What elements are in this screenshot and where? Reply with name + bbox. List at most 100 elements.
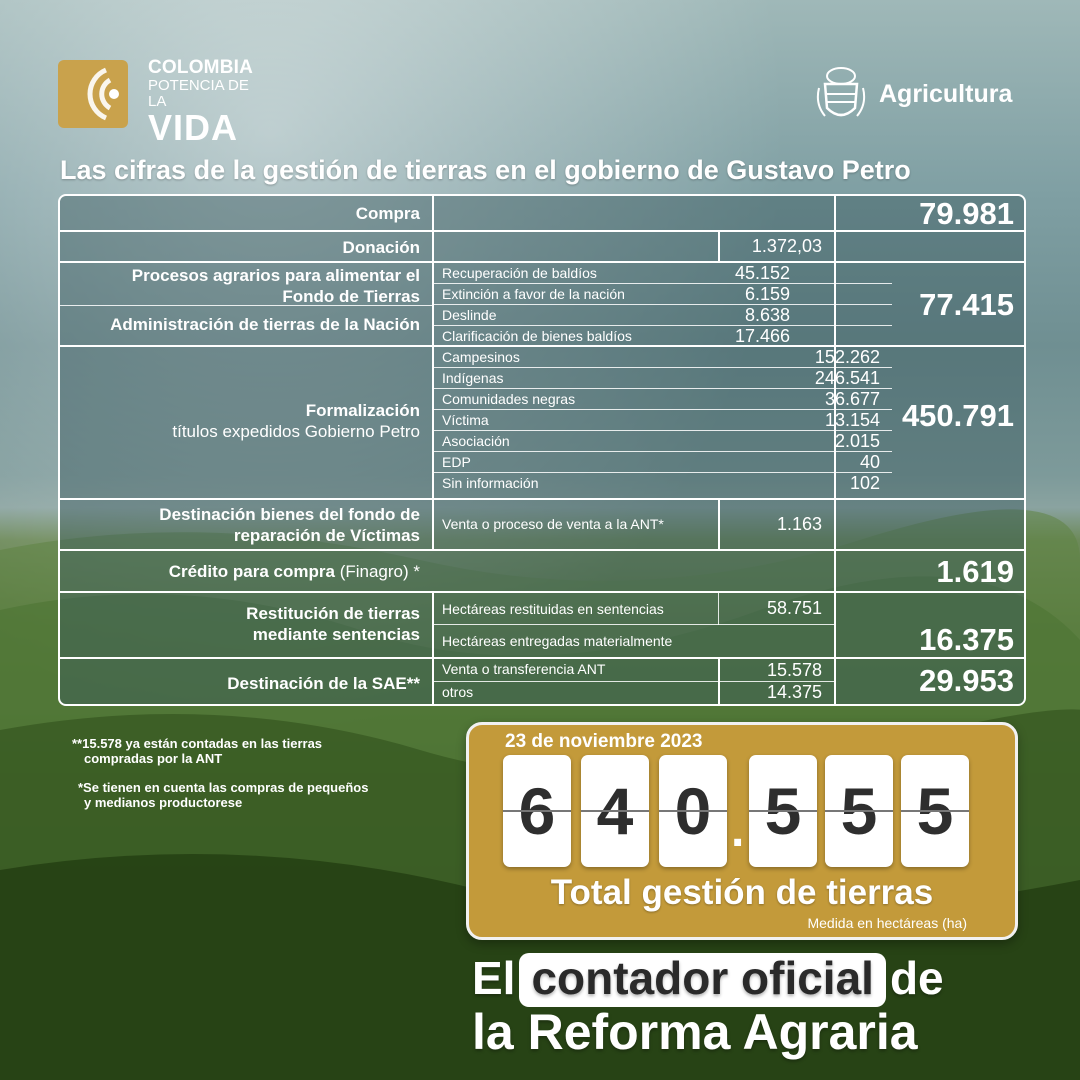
procesos-item-label: Clarificación de bienes baldíos bbox=[442, 328, 632, 344]
footnote-sae-line2: compradas por la ANT bbox=[84, 751, 223, 766]
procesos-item-label: Extinción a favor de la nación bbox=[442, 286, 625, 302]
donacion-label: Donación bbox=[342, 238, 420, 257]
compra-total: 79.981 bbox=[919, 196, 1014, 231]
sae-item2-value: 14.375 bbox=[766, 682, 822, 702]
footnote-credito-line2: y medianos productorese bbox=[84, 795, 243, 810]
formalizacion-item: Comunidades negras 36.677 bbox=[432, 389, 892, 410]
procesos-item-label: Recuperación de baldíos bbox=[442, 265, 597, 281]
procesos-label-line1: Procesos agrarios para alimentar el bbox=[131, 266, 420, 285]
formalizacion-title: Formalización bbox=[305, 401, 420, 420]
procesos-item: Recuperación de baldíos 45.152 bbox=[432, 263, 892, 284]
formalizacion-item-value: 40 bbox=[859, 452, 880, 472]
row-procesos: Procesos agrarios para alimentar el Fond… bbox=[60, 263, 1024, 347]
procesos-label-line2: Fondo de Tierras bbox=[282, 287, 420, 306]
slogan-highlight: contador oficial bbox=[519, 953, 886, 1007]
formalizacion-item-label: Sin información bbox=[442, 475, 539, 491]
slogan-line1: El contador oficial de bbox=[472, 950, 944, 1007]
footnotes: **15.578 ya están contadas en las tierra… bbox=[72, 736, 368, 824]
restitucion-item1-value: 58.751 bbox=[766, 598, 822, 618]
formalizacion-item: Víctima 13.154 bbox=[432, 410, 892, 431]
sae-item2-label: otros bbox=[442, 684, 474, 700]
formalizacion-item: Indígenas 246.541 bbox=[432, 368, 892, 389]
formalizacion-item: Asociación 2.015 bbox=[432, 431, 892, 452]
formalizacion-item-label: Víctima bbox=[442, 412, 489, 428]
sae-item1-label: Venta o transferencia ANT bbox=[442, 661, 606, 677]
row-credito: Crédito para compra (Finagro) * 1.619 bbox=[60, 551, 1024, 593]
restitucion-total: 16.375 bbox=[919, 622, 1014, 657]
destinacion-label-line1: Destinación bienes del fondo de bbox=[159, 505, 420, 524]
formalizacion-item-label: Indígenas bbox=[442, 370, 504, 386]
formalizacion-item-label: EDP bbox=[442, 454, 471, 470]
procesos-item-value: 6.159 bbox=[744, 284, 790, 304]
formalizacion-item-value: 2.015 bbox=[834, 431, 880, 451]
counter-date: 23 de noviembre 2023 bbox=[505, 731, 703, 752]
procesos-item-value: 17.466 bbox=[734, 326, 790, 346]
procesos-item-value: 8.638 bbox=[744, 305, 790, 325]
counter-label: Total gestión de tierras bbox=[550, 873, 934, 912]
counter-unit: Medida en hectáreas (ha) bbox=[807, 915, 967, 931]
row-donacion: Donación 1.372,03 bbox=[60, 232, 1024, 263]
procesos-label: Procesos agrarios para alimentar el Fond… bbox=[60, 265, 432, 307]
sae-item1-value: 15.578 bbox=[766, 660, 822, 680]
formalizacion-item-value: 13.154 bbox=[824, 410, 880, 430]
procesos-item: Clarificación de bienes baldíos 17.466 bbox=[432, 326, 892, 347]
formalizacion-item-value: 36.677 bbox=[824, 389, 880, 409]
restitucion-label-line2: mediante sentencias bbox=[252, 625, 420, 644]
restitucion-item2-label: Hectáreas entregadas materialmente bbox=[442, 633, 673, 649]
counter-digit: 4 bbox=[581, 755, 649, 867]
colombia-logo: COLOMBIA POTENCIA DE LA VIDA bbox=[58, 57, 258, 146]
counter-separator: . bbox=[731, 804, 745, 857]
credito-total: 1.619 bbox=[936, 554, 1014, 589]
row-destinacion: Destinación bienes del fondo de reparaci… bbox=[60, 500, 1024, 551]
administracion-label: Administración de tierras de la Nación bbox=[110, 315, 420, 334]
formalizacion-item: EDP 40 bbox=[432, 452, 892, 473]
formalizacion-item: Campesinos 152.262 bbox=[432, 347, 892, 368]
footnote-credito: *Se tienen en cuenta las compras de pequ… bbox=[72, 780, 368, 810]
formalizacion-item-value: 246.541 bbox=[814, 368, 880, 388]
footnote-sae: **15.578 ya están contadas en las tierra… bbox=[72, 736, 368, 766]
counter-digit: 5 bbox=[749, 755, 817, 867]
procesos-item: Extinción a favor de la nación 6.159 bbox=[432, 284, 892, 305]
slogan-line2: la Reforma Agraria bbox=[472, 1004, 918, 1060]
formalizacion-subtitle: títulos expedidos Gobierno Petro bbox=[172, 422, 420, 441]
donacion-value: 1.372,03 bbox=[751, 236, 822, 256]
footnote-sae-line1: **15.578 ya están contadas en las tierra… bbox=[72, 736, 323, 751]
colombia-emblem-icon bbox=[58, 60, 128, 128]
land-data-table: Compra 79.981 Donación 1.372,03 Procesos… bbox=[58, 194, 1026, 706]
formalizacion-item: Sin información 102 bbox=[432, 473, 892, 494]
formalizacion-item-label: Campesinos bbox=[442, 349, 520, 365]
credito-label-note: (Finagro) * bbox=[339, 562, 420, 581]
sae-label: Destinación de la SAE** bbox=[227, 674, 420, 693]
procesos-item-label: Deslinde bbox=[442, 307, 497, 323]
restitucion-item1-label: Hectáreas restituidas en sentencias bbox=[442, 601, 664, 617]
destinacion-label-line2: reparación de Víctimas bbox=[233, 526, 420, 545]
coat-of-arms-icon bbox=[816, 67, 866, 117]
formalizacion-item-label: Asociación bbox=[442, 433, 510, 449]
ministry-name: Agricultura bbox=[879, 79, 1013, 108]
formalizacion-item-label: Comunidades negras bbox=[442, 391, 576, 407]
restitucion-label-line1: Restitución de tierras bbox=[246, 604, 420, 623]
procesos-total: 77.415 bbox=[919, 287, 1014, 322]
credito-label: Crédito para compra (Finagro) * bbox=[60, 561, 432, 582]
destinacion-label: Destinación bienes del fondo de reparaci… bbox=[60, 504, 432, 546]
counter-digit: 5 bbox=[825, 755, 893, 867]
counter-digit: 5 bbox=[901, 755, 969, 867]
counter-digit: 0 bbox=[659, 755, 727, 867]
row-formalizacion: Formalización títulos expedidos Gobierno… bbox=[60, 347, 1024, 500]
footnote-credito-line1: *Se tienen en cuenta las compras de pequ… bbox=[78, 780, 369, 795]
procesos-item: Deslinde 8.638 bbox=[432, 305, 892, 326]
slogan-word1: El bbox=[472, 952, 516, 1004]
restitucion-label: Restitución de tierras mediante sentenci… bbox=[60, 603, 432, 645]
formalizacion-label: Formalización títulos expedidos Gobierno… bbox=[60, 400, 432, 442]
slogan-word2: de bbox=[889, 952, 944, 1004]
page-title: Las cifras de la gestión de tierras en e… bbox=[60, 155, 911, 185]
sae-total: 29.953 bbox=[919, 663, 1014, 698]
counter-digit: 6 bbox=[503, 755, 571, 867]
formalizacion-item-value: 152.262 bbox=[814, 347, 880, 367]
row-sae: Destinación de la SAE** Venta o transfer… bbox=[60, 659, 1024, 704]
land-counter: 23 de noviembre 2023 6 4 0 . 5 5 5 Total… bbox=[466, 722, 1018, 940]
brand-line1: COLOMBIA bbox=[148, 57, 254, 78]
formalizacion-total: 450.791 bbox=[901, 398, 1014, 433]
credito-label-main: Crédito para compra bbox=[168, 562, 335, 581]
formalizacion-item-value: 102 bbox=[849, 473, 880, 493]
